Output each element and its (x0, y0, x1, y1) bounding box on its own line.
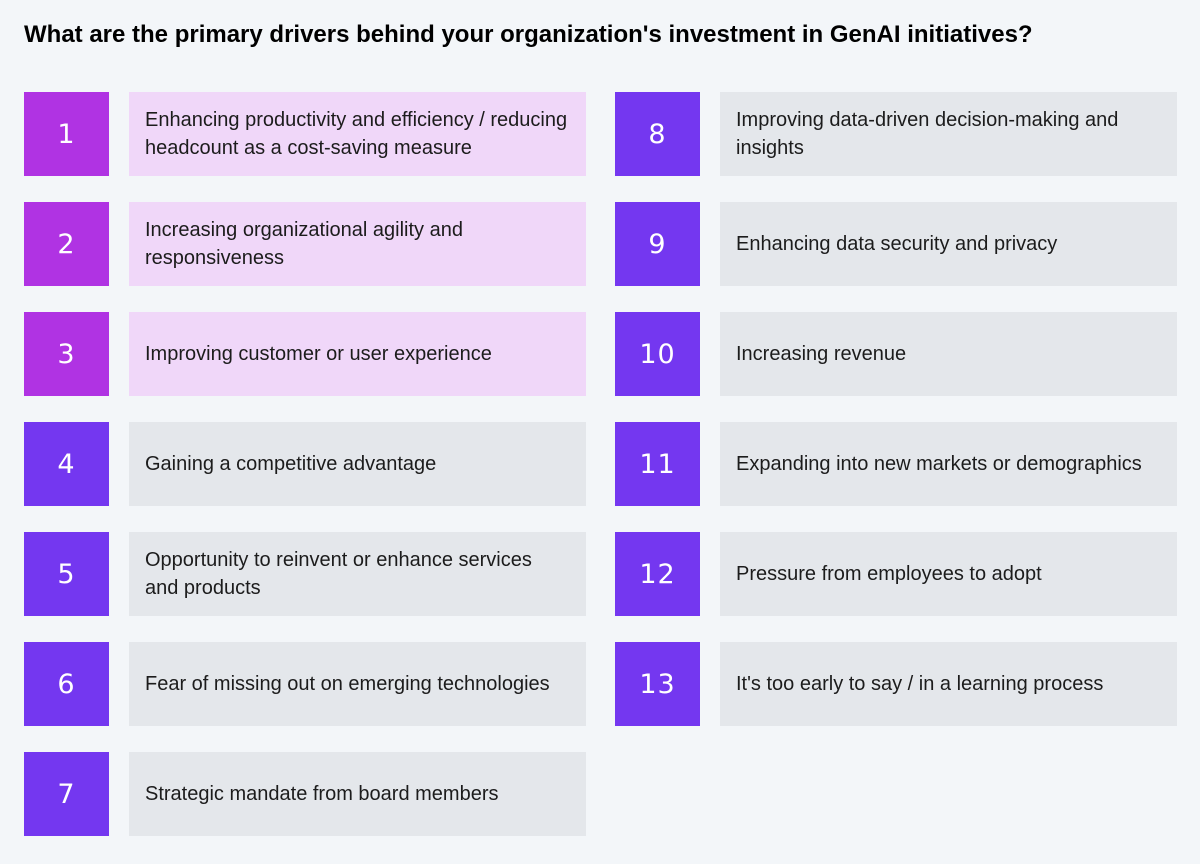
driver-label: Increasing organizational agility and re… (129, 202, 586, 286)
driver-label: Gaining a competitive advantage (129, 422, 586, 506)
page-title: What are the primary drivers behind your… (24, 21, 1033, 48)
driver-item: 7 Strategic mandate from board members (24, 752, 586, 836)
driver-item: 10 Increasing revenue (615, 312, 1177, 396)
driver-label: Enhancing data security and privacy (720, 202, 1177, 286)
driver-label: Improving customer or user experience (129, 312, 586, 396)
driver-item: 5 Opportunity to reinvent or enhance ser… (24, 532, 586, 616)
driver-item: 12 Pressure from employees to adopt (615, 532, 1177, 616)
driver-number: 9 (615, 202, 700, 286)
driver-number: 1 (24, 92, 109, 176)
driver-item: 11 Expanding into new markets or demogra… (615, 422, 1177, 506)
drivers-list-right: 8 Improving data-driven decision-making … (615, 92, 1177, 752)
driver-item: 6 Fear of missing out on emerging techno… (24, 642, 586, 726)
driver-item: 8 Improving data-driven decision-making … (615, 92, 1177, 176)
driver-item: 4 Gaining a competitive advantage (24, 422, 586, 506)
driver-label: Strategic mandate from board members (129, 752, 586, 836)
driver-number: 12 (615, 532, 700, 616)
driver-item: 2 Increasing organizational agility and … (24, 202, 586, 286)
driver-label: Expanding into new markets or demographi… (720, 422, 1177, 506)
driver-number: 2 (24, 202, 109, 286)
driver-number: 3 (24, 312, 109, 396)
driver-number: 13 (615, 642, 700, 726)
driver-label: Enhancing productivity and efficiency / … (129, 92, 586, 176)
driver-label: Improving data-driven decision-making an… (720, 92, 1177, 176)
driver-number: 5 (24, 532, 109, 616)
driver-item: 13 It's too early to say / in a learning… (615, 642, 1177, 726)
driver-label: It's too early to say / in a learning pr… (720, 642, 1177, 726)
driver-item: 3 Improving customer or user experience (24, 312, 586, 396)
driver-item: 9 Enhancing data security and privacy (615, 202, 1177, 286)
driver-label: Pressure from employees to adopt (720, 532, 1177, 616)
driver-number: 10 (615, 312, 700, 396)
driver-label: Increasing revenue (720, 312, 1177, 396)
drivers-list-left: 1 Enhancing productivity and efficiency … (24, 92, 586, 862)
driver-number: 6 (24, 642, 109, 726)
driver-item: 1 Enhancing productivity and efficiency … (24, 92, 586, 176)
driver-label: Opportunity to reinvent or enhance servi… (129, 532, 586, 616)
driver-number: 4 (24, 422, 109, 506)
driver-number: 11 (615, 422, 700, 506)
driver-label: Fear of missing out on emerging technolo… (129, 642, 586, 726)
driver-number: 7 (24, 752, 109, 836)
driver-number: 8 (615, 92, 700, 176)
